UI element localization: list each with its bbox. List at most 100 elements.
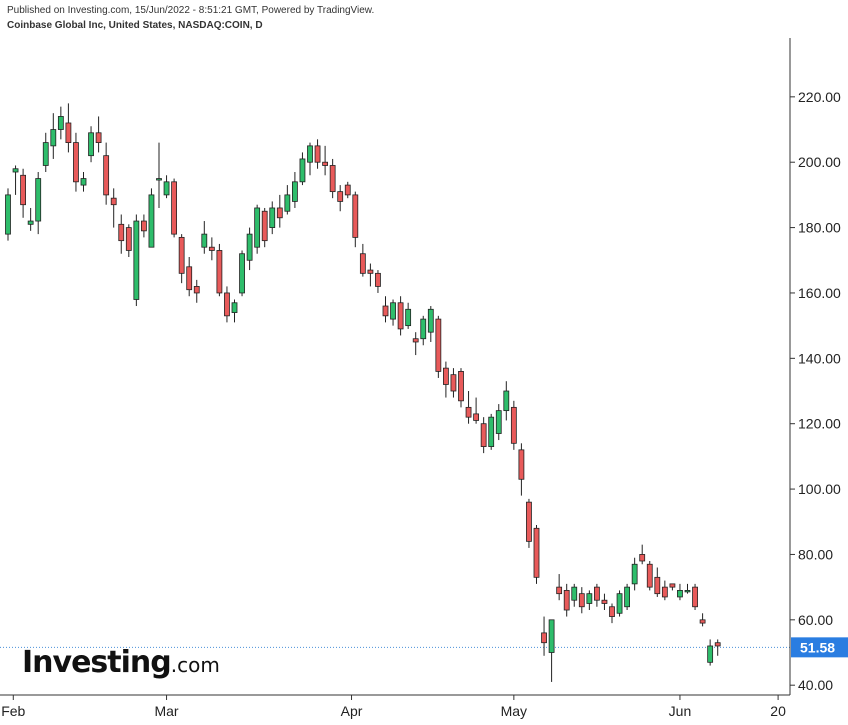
candle-body: [216, 250, 223, 294]
candle: [586, 590, 593, 611]
candle-body: [359, 253, 366, 274]
candle: [125, 224, 132, 257]
candle: [518, 443, 525, 496]
candle-body: [390, 302, 396, 320]
candle: [571, 583, 578, 607]
candle: [156, 142, 162, 208]
y-tick-label: 80.00: [798, 546, 833, 562]
candle-body: [254, 207, 261, 248]
candle: [5, 188, 11, 241]
candle-body: [646, 563, 653, 588]
y-tick-label: 120.00: [798, 416, 841, 432]
candle: [216, 243, 223, 297]
candle-body: [261, 210, 268, 242]
candle-body: [73, 142, 79, 183]
candle: [450, 368, 457, 398]
y-tick-label: 180.00: [798, 220, 841, 236]
candle: [390, 299, 396, 326]
candle: [329, 158, 336, 199]
published-caption: Published on Investing.com, 15/Jun/2022 …: [7, 5, 375, 16]
candle-body: [276, 207, 283, 219]
candle: [73, 132, 79, 192]
candle-body: [239, 253, 245, 294]
candle-body: [88, 132, 94, 157]
candle-body: [427, 308, 434, 333]
candle-body: [473, 413, 480, 421]
candle-body: [458, 371, 464, 402]
candle: [375, 270, 381, 293]
candle-body: [707, 645, 714, 663]
candle-body: [291, 181, 298, 202]
candle: [442, 361, 449, 398]
candle-body: [420, 318, 427, 340]
candle-body: [578, 593, 585, 608]
x-tick-label: Feb: [1, 703, 25, 719]
candle-body: [65, 122, 72, 143]
x-axis: Feb Mar Apr May Jun 20: [0, 694, 790, 719]
candle-body: [27, 220, 34, 225]
candle: [578, 587, 585, 614]
candle: [254, 204, 261, 254]
candle-body: [57, 116, 64, 130]
candle: [140, 214, 147, 238]
candle: [692, 583, 698, 611]
candle-body: [231, 302, 238, 313]
candle: [42, 132, 49, 173]
candle: [541, 616, 547, 656]
candle: [269, 201, 276, 235]
candle: [359, 243, 366, 277]
candle-body: [344, 184, 351, 196]
candle: [367, 263, 374, 287]
investing-logo: Investing.com: [22, 645, 220, 680]
x-tick-label: 20: [770, 703, 786, 719]
candle-body: [148, 194, 155, 248]
candle-body: [299, 158, 306, 183]
candle-body: [178, 236, 185, 274]
y-tick-label: 220.00: [798, 89, 841, 105]
candle-body: [50, 129, 57, 147]
candle: [239, 250, 245, 297]
x-tick-label: Apr: [341, 703, 363, 719]
candle: [601, 593, 608, 611]
candle-body: [224, 292, 230, 317]
candle-body: [12, 168, 19, 173]
candle: [110, 188, 117, 228]
candle: [208, 237, 215, 261]
candle: [397, 296, 404, 336]
candle-body: [435, 318, 442, 372]
last-price-badge: [791, 637, 848, 658]
candle-body: [125, 227, 132, 251]
candle: [50, 113, 57, 159]
candle: [435, 315, 442, 378]
candle-body: [563, 590, 570, 611]
y-tick-label: 40.00: [798, 677, 833, 693]
candle-body: [669, 583, 676, 588]
candle-body: [5, 194, 11, 235]
candle-body: [442, 367, 449, 385]
candle-body: [533, 527, 540, 578]
candle: [276, 194, 283, 228]
candle-body: [556, 586, 563, 595]
candle: [473, 397, 480, 424]
candle-body: [314, 145, 321, 163]
candle-body: [609, 606, 615, 617]
candle: [80, 172, 87, 192]
candle: [654, 567, 661, 597]
candle: [405, 302, 412, 329]
candle-body: [352, 194, 359, 238]
candle-body: [714, 642, 721, 647]
candle: [624, 583, 630, 611]
candle-body: [156, 178, 162, 181]
candle-body: [171, 181, 178, 235]
logo-suffix: .com: [170, 653, 220, 677]
candle-body: [269, 207, 276, 228]
candle-body: [307, 145, 313, 163]
candle: [495, 404, 502, 441]
candle: [20, 168, 27, 218]
candle-body: [639, 554, 646, 562]
candle: [344, 181, 351, 199]
candle-body: [654, 576, 661, 595]
candle: [465, 391, 472, 424]
candle: [186, 257, 193, 297]
candle-body: [661, 586, 668, 598]
